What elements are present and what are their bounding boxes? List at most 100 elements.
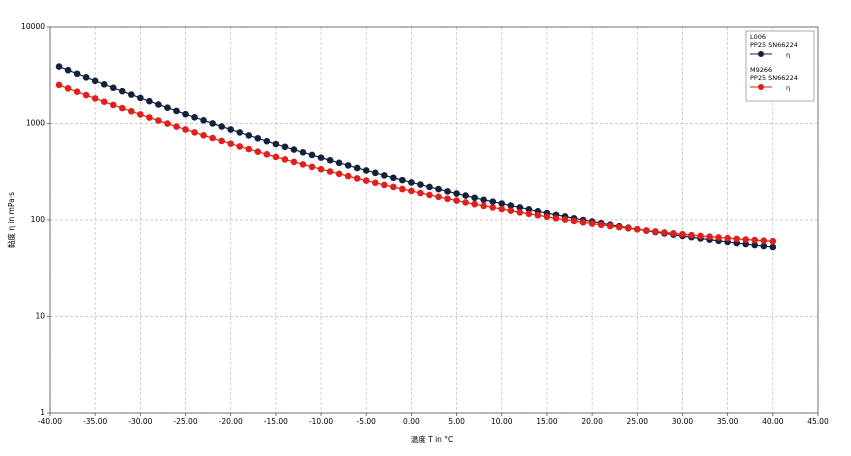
data-point <box>399 185 406 193</box>
data-point <box>317 165 325 173</box>
data-point <box>64 66 72 74</box>
data-point <box>290 146 298 153</box>
x-tick-label: 30.00 <box>672 417 694 426</box>
data-point <box>371 169 379 177</box>
data-point <box>82 91 90 99</box>
data-point <box>643 227 650 234</box>
data-point <box>579 218 587 226</box>
data-point <box>308 163 316 171</box>
data-point <box>173 123 180 130</box>
data-point <box>100 81 108 88</box>
legend-subtitle: PP25 SN66224 <box>750 74 798 82</box>
data-point <box>55 63 63 70</box>
data-point <box>588 220 596 227</box>
y-axis-label: 黏度 η in mPa·s <box>6 192 16 248</box>
data-point <box>570 217 578 225</box>
data-point <box>742 240 750 248</box>
data-point <box>489 198 497 205</box>
data-point <box>552 215 560 222</box>
data-point <box>299 148 307 156</box>
data-point <box>453 197 460 204</box>
data-point <box>326 168 334 175</box>
data-point <box>272 140 280 148</box>
data-point <box>679 230 686 238</box>
data-point <box>444 195 451 203</box>
data-point <box>697 232 704 240</box>
data-point <box>399 176 406 184</box>
data-point <box>236 143 244 150</box>
y-tick-label: 1 <box>40 408 45 417</box>
data-point <box>100 98 108 105</box>
data-point <box>652 228 659 235</box>
data-point <box>742 236 750 243</box>
data-point <box>91 77 99 85</box>
data-point <box>227 126 235 133</box>
data-point <box>263 137 271 145</box>
data-point <box>73 88 81 96</box>
data-point <box>435 185 442 193</box>
data-point <box>381 172 388 179</box>
legend-marker <box>758 84 764 90</box>
x-tick-label: -10.00 <box>309 417 333 426</box>
y-tick-label: 10000 <box>21 22 45 31</box>
data-point <box>362 177 370 184</box>
data-point <box>317 154 325 161</box>
data-point <box>371 179 379 187</box>
data-point <box>661 229 668 236</box>
data-point <box>164 104 171 112</box>
data-point <box>453 190 460 197</box>
data-point <box>706 233 713 241</box>
data-point <box>326 156 334 164</box>
data-point <box>335 170 343 178</box>
x-tick-label: -40.00 <box>38 417 62 426</box>
data-point <box>408 187 415 195</box>
data-point <box>218 123 225 130</box>
data-point <box>281 143 289 151</box>
data-point <box>715 234 722 241</box>
data-point <box>769 243 777 251</box>
data-point <box>299 161 307 168</box>
data-point <box>200 131 207 139</box>
data-point <box>543 213 551 221</box>
data-point <box>462 199 469 206</box>
legend-marker <box>758 51 764 57</box>
y-tick-label: 100 <box>31 215 46 224</box>
x-tick-label: 15.00 <box>536 417 558 426</box>
x-tick-label: -15.00 <box>264 417 288 426</box>
data-point <box>435 193 442 201</box>
legend-label: L006 <box>750 33 766 41</box>
x-axis-label: 温度 T in °C <box>411 434 454 444</box>
data-point <box>164 120 171 127</box>
data-point <box>606 222 614 230</box>
data-point <box>281 156 289 163</box>
data-point <box>227 140 235 147</box>
data-point <box>155 117 162 124</box>
data-point <box>290 158 298 166</box>
x-tick-label: 40.00 <box>762 417 784 426</box>
data-point <box>73 70 81 78</box>
x-tick-label: 45.00 <box>807 417 829 426</box>
data-point <box>516 204 524 211</box>
data-point <box>471 200 478 208</box>
data-point <box>507 207 515 214</box>
x-tick-label: 5.00 <box>448 417 465 426</box>
x-tick-label: 20.00 <box>581 417 603 426</box>
data-point <box>525 210 533 218</box>
data-point <box>335 159 343 167</box>
data-point <box>417 181 424 188</box>
data-point <box>109 84 117 92</box>
x-tick-label: 0.00 <box>403 417 420 426</box>
data-point <box>191 113 198 121</box>
data-point <box>471 194 478 202</box>
data-point <box>462 192 469 199</box>
data-point <box>417 189 424 197</box>
data-point <box>426 191 433 199</box>
legend-symbol: η <box>786 84 790 92</box>
data-point <box>344 162 352 169</box>
data-point <box>218 137 225 145</box>
x-tick-label: -35.00 <box>83 417 107 426</box>
x-tick-label: 35.00 <box>717 417 739 426</box>
data-point <box>173 107 180 115</box>
data-point <box>155 101 162 108</box>
data-point <box>91 95 99 102</box>
